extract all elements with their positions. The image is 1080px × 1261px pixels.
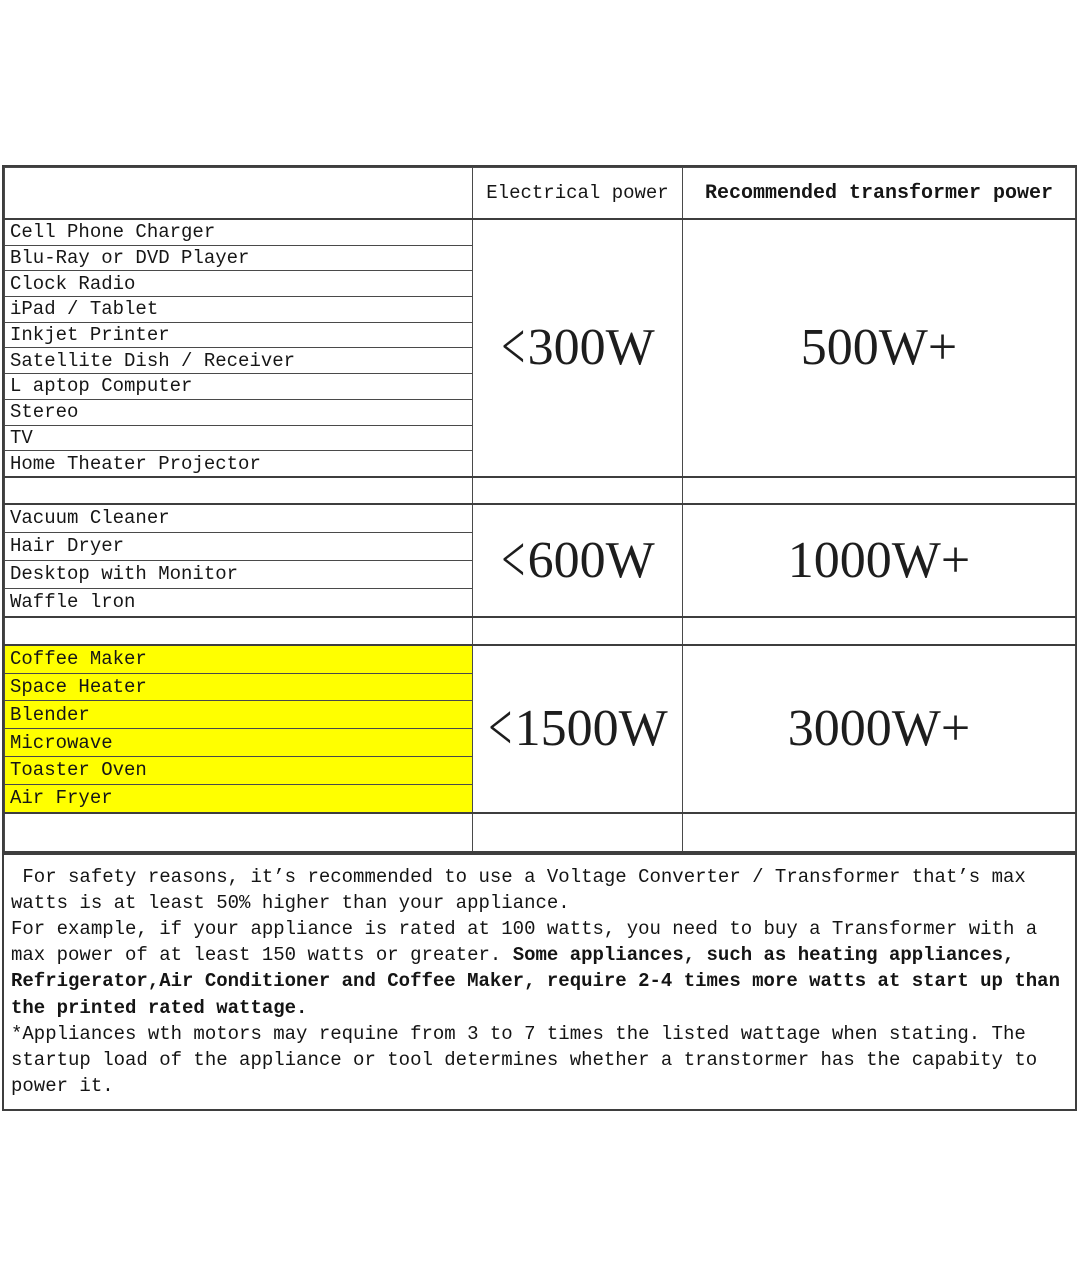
footer-notes: For safety reasons, it’s recommended to … xyxy=(4,852,1075,1110)
appliance-name: Hair Dryer xyxy=(4,531,473,561)
appliance-name: Waffle lron xyxy=(4,587,473,618)
appliance-table-body: Electrical power Recommended transformer… xyxy=(4,167,1076,853)
spacer-cell xyxy=(4,615,473,646)
appliance-name: Blender xyxy=(4,700,473,730)
electrical-power-value: <300W xyxy=(472,218,683,478)
appliance-name: Blu-Ray or DVD Player xyxy=(4,244,473,272)
wattage-chart: Electrical power Recommended transformer… xyxy=(2,165,1077,1112)
appliance-name: Coffee Maker xyxy=(4,644,473,674)
appliance-name: Stereo xyxy=(4,398,473,426)
spacer-row xyxy=(4,811,1076,853)
appliance-name: L aptop Computer xyxy=(4,373,473,400)
appliance-name: Inkjet Printer xyxy=(4,321,473,349)
appliance-name: Air Fryer xyxy=(4,783,473,814)
electrical-power-value: <600W xyxy=(472,503,683,618)
appliance-row: Inkjet Printer xyxy=(4,321,1076,349)
footer-text: For example, if your appliance is rated … xyxy=(11,918,1049,967)
footer-paragraph: For safety reasons, it’s recommended to … xyxy=(11,864,1067,916)
transformer-power-value: 3000W+ xyxy=(682,644,1076,814)
appliance-row: Blender xyxy=(4,700,1076,730)
appliance-row: Microwave xyxy=(4,728,1076,758)
spacer-cell xyxy=(682,475,1076,505)
footer-paragraph: *Appliances wth motors may requine from … xyxy=(11,1021,1067,1100)
transformer-power-value: 1000W+ xyxy=(682,503,1076,618)
spacer-cell xyxy=(682,615,1076,646)
appliance-row: Clock Radio xyxy=(4,270,1076,298)
spacer-cell xyxy=(472,615,683,646)
spacer-row xyxy=(4,615,1076,646)
appliance-row: Desktop with Monitor xyxy=(4,559,1076,589)
appliance-name: Satellite Dish / Receiver xyxy=(4,347,473,375)
less-than-sign: < xyxy=(488,691,513,766)
appliance-row: L aptop Computer xyxy=(4,373,1076,400)
appliance-name: Desktop with Monitor xyxy=(4,559,473,589)
less-than-sign: < xyxy=(501,523,526,597)
appliance-row: Vacuum Cleaner <600W 1000W+ xyxy=(4,503,1076,618)
appliance-name: iPad / Tablet xyxy=(4,296,473,323)
spacer-cell xyxy=(4,811,473,853)
appliance-name: Space Heater xyxy=(4,672,473,702)
header-blank-cell xyxy=(4,167,473,220)
appliance-row: Home Theater Projector xyxy=(4,450,1076,478)
footer-paragraph: For example, if your appliance is rated … xyxy=(11,916,1067,1021)
transformer-power-value: 500W+ xyxy=(682,218,1076,478)
appliance-name: Microwave xyxy=(4,728,473,758)
appliance-row: Stereo xyxy=(4,398,1076,426)
appliance-name: Clock Radio xyxy=(4,270,473,298)
spacer-row xyxy=(4,475,1076,505)
appliance-name: Cell Phone Charger xyxy=(4,218,473,246)
appliance-name: Home Theater Projector xyxy=(4,450,473,478)
footer-text: *Appliances wth motors may requine from … xyxy=(11,1022,1049,1098)
electrical-power-value: <1500W xyxy=(472,644,683,814)
appliance-name: TV xyxy=(4,424,473,452)
spacer-cell xyxy=(472,811,683,853)
footer-text: For safety reasons, it’s recommended to … xyxy=(11,865,1038,914)
appliance-row: Waffle lron xyxy=(4,587,1076,618)
header-row: Electrical power Recommended transformer… xyxy=(4,167,1076,220)
spacer-cell xyxy=(472,475,683,505)
appliance-name: Toaster Oven xyxy=(4,756,473,785)
power-table: Electrical power Recommended transformer… xyxy=(4,167,1076,853)
header-transformer-power: Recommended transformer power xyxy=(682,167,1076,220)
header-electrical-power: Electrical power xyxy=(472,167,683,220)
appliance-row: Blu-Ray or DVD Player xyxy=(4,244,1076,272)
appliance-row: Hair Dryer xyxy=(4,531,1076,561)
appliance-name: Vacuum Cleaner xyxy=(4,503,473,533)
appliance-row: Cell Phone Charger <300W 500W+ xyxy=(4,218,1076,478)
less-than-sign: < xyxy=(501,310,526,385)
appliance-row: Coffee Maker <1500W 3000W+ xyxy=(4,644,1076,814)
spacer-cell xyxy=(4,475,473,505)
appliance-row: Satellite Dish / Receiver xyxy=(4,347,1076,375)
footer-bold-text: Some appliances, such as heating applian… xyxy=(11,944,1072,1019)
appliance-row: Space Heater xyxy=(4,672,1076,702)
spacer-cell xyxy=(682,811,1076,853)
appliance-row: TV xyxy=(4,424,1076,452)
